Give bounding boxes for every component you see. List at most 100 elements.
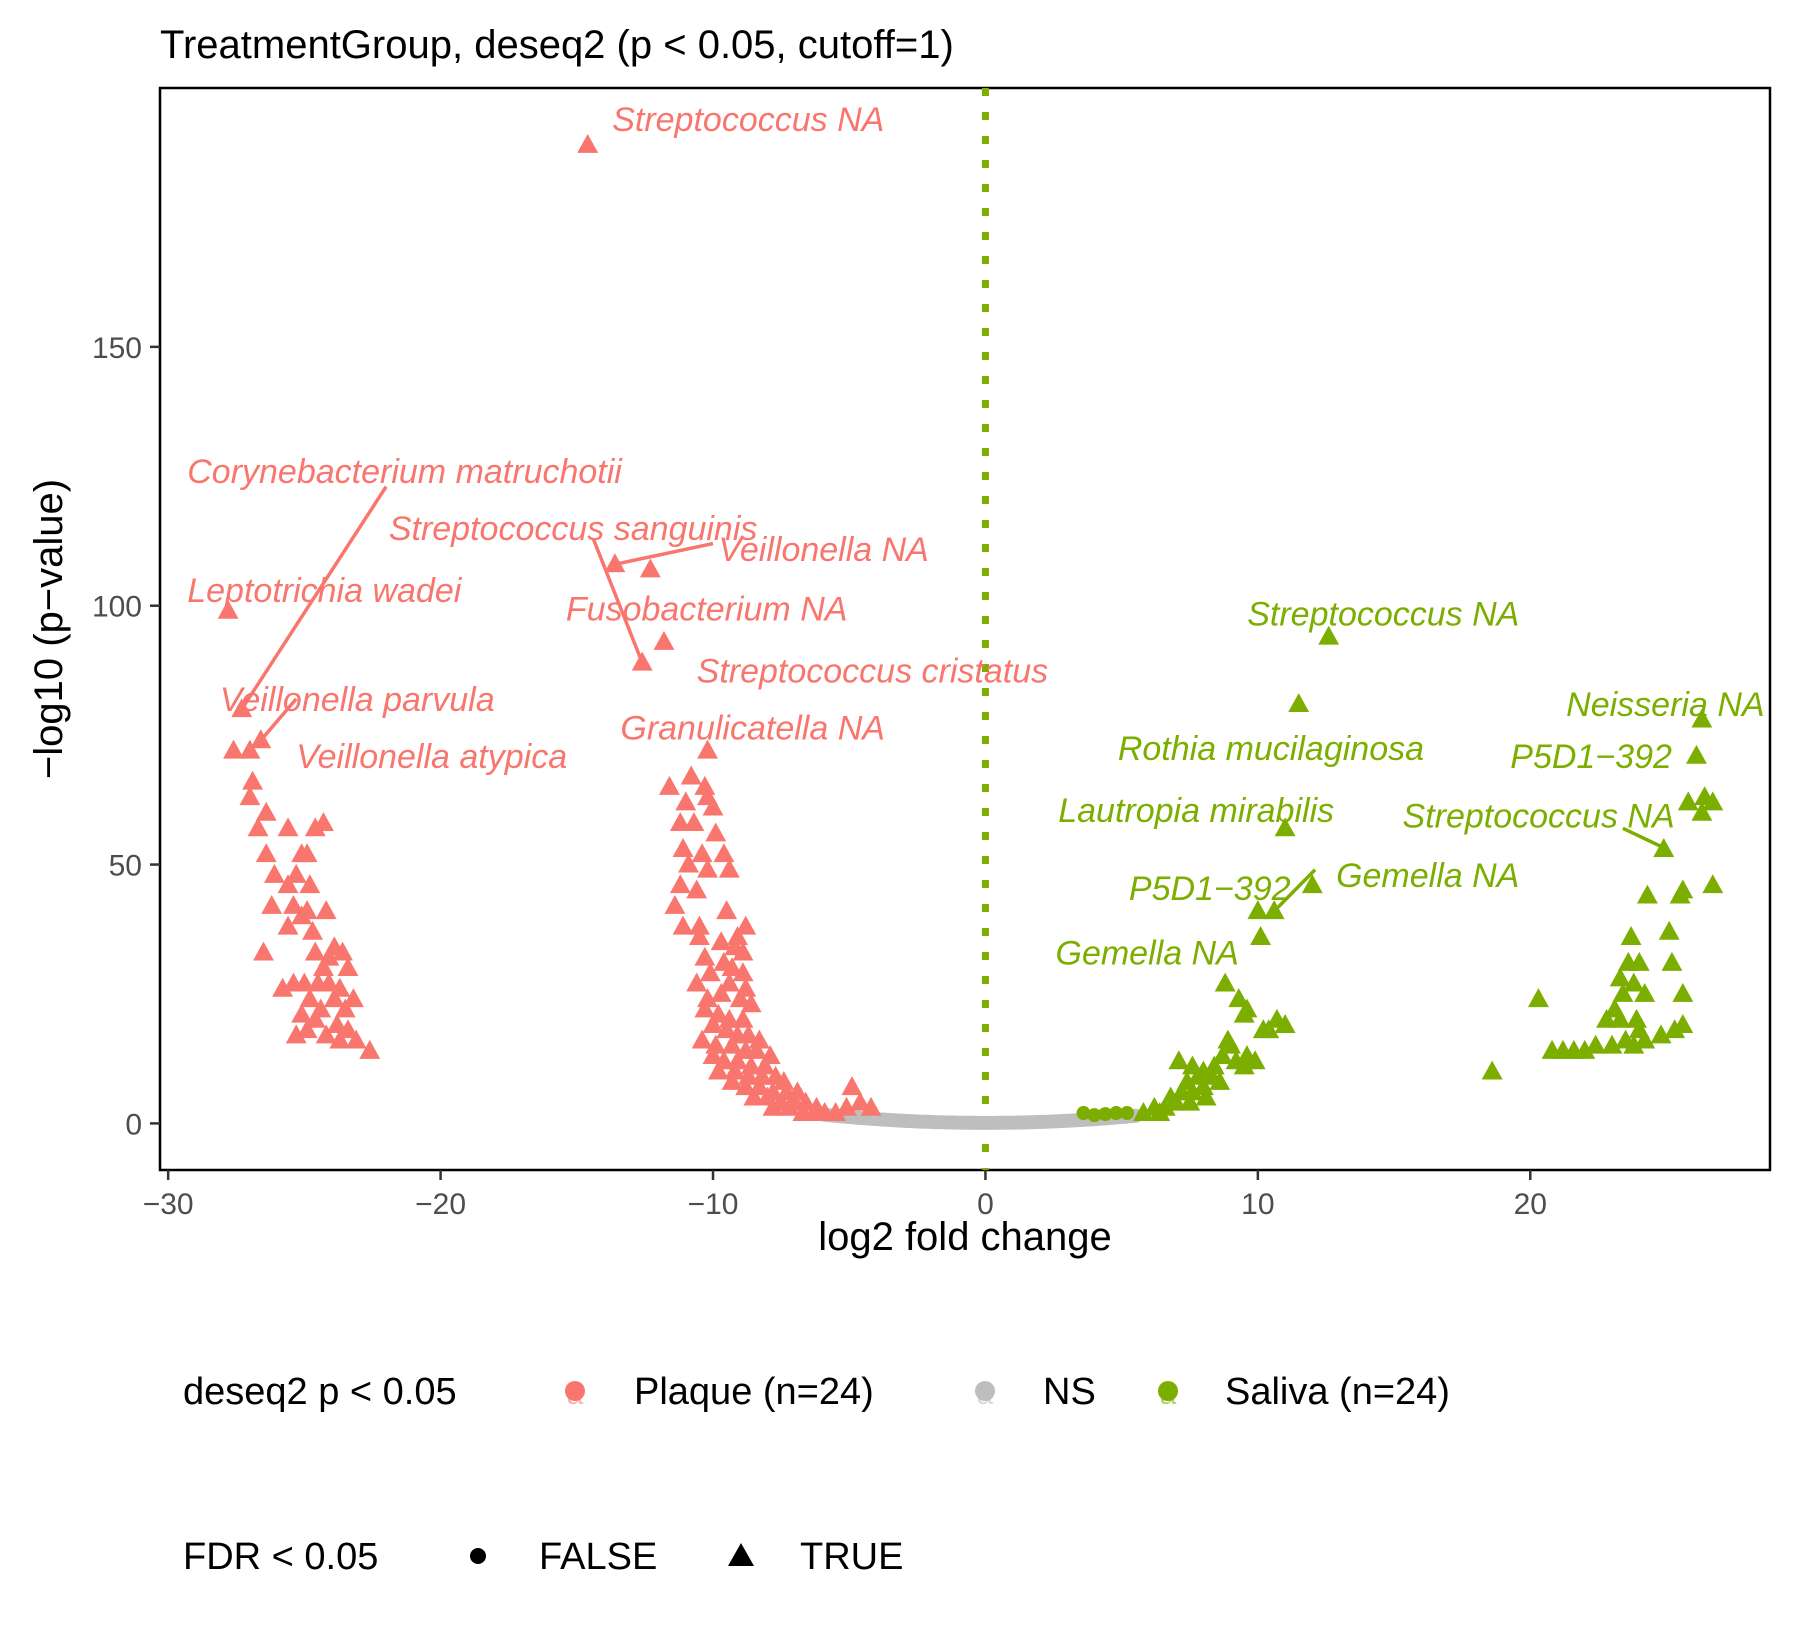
saliva-point <box>1702 791 1724 811</box>
plaque-point <box>732 962 754 982</box>
plaque-point <box>699 962 721 982</box>
plaque-point <box>746 1039 768 1059</box>
plaque-point <box>737 1024 759 1044</box>
saliva-point <box>1087 1108 1102 1123</box>
annotation-leader-line <box>591 537 644 664</box>
plaque-point <box>710 931 732 951</box>
legend-color: deseq2 p < 0.05 a a a Plaque (n=24) NS Sal… <box>183 1371 1450 1413</box>
plaque-point <box>787 1081 808 1101</box>
plaque-point <box>342 988 364 1008</box>
plaque-point <box>291 905 313 925</box>
plaque-point <box>664 894 686 914</box>
legend-shape: FDR < 0.05 FALSE TRUE <box>183 1536 903 1578</box>
legend-color-title: deseq2 p < 0.05 <box>183 1371 457 1413</box>
plaque-point <box>672 915 694 935</box>
saliva-point <box>1664 1019 1686 1039</box>
plaque-point <box>694 946 716 966</box>
x-axis: −30 −20 −10 0 10 20 <box>143 1170 1547 1221</box>
plaque-point <box>740 1055 762 1075</box>
saliva-point <box>1274 817 1296 837</box>
plaque-point <box>697 739 719 759</box>
saliva-point <box>1609 967 1631 987</box>
saliva-point <box>1634 1029 1656 1049</box>
saliva-point <box>1250 926 1272 945</box>
plaque-point <box>694 775 716 795</box>
saliva-point <box>1214 972 1236 992</box>
annotation-label: Streptococcus sanguinis <box>389 510 758 548</box>
annotation-leader-line <box>1272 868 1317 913</box>
plaque-point <box>727 1050 748 1070</box>
annotation-label: Veillonella parvula <box>220 681 495 719</box>
plaque-point <box>721 1070 743 1090</box>
saliva-point <box>1274 1014 1296 1033</box>
annotation-label: Rothia mucilaginosa <box>1118 730 1424 768</box>
plaque-point <box>691 843 713 863</box>
plaque-point <box>688 926 710 945</box>
plaque-point <box>762 1096 784 1116</box>
annotation-label: Corynebacterium matruchotii <box>187 453 623 491</box>
saliva-point <box>1301 874 1323 894</box>
plaque-point <box>724 1060 746 1080</box>
legend-shape-title: FDR < 0.05 <box>183 1536 378 1578</box>
saliva-point <box>1636 884 1658 904</box>
plaque-point <box>686 972 708 992</box>
saliva-point <box>1195 1086 1217 1106</box>
y-tick-label: 150 <box>92 332 142 365</box>
saliva-point <box>1318 625 1340 645</box>
annotation-label: Leptotrichia wadei <box>187 572 463 610</box>
annotation-label: Neisseria NA <box>1566 686 1764 724</box>
plaque-point <box>735 1076 757 1096</box>
plaque-point <box>683 812 705 832</box>
plaque-point <box>737 1065 759 1085</box>
legend-item-false: FALSE <box>539 1536 657 1578</box>
annotation-label: Gemella NA <box>1056 935 1239 973</box>
annotation-label: Fusobacterium NA <box>566 590 848 628</box>
plaque-point <box>680 765 702 785</box>
legend-key-text-glyph: a <box>1160 1378 1177 1411</box>
saliva-point <box>1677 791 1699 811</box>
plaque-point <box>302 920 324 940</box>
saliva-point <box>1165 1091 1187 1111</box>
plaque-point <box>315 1024 337 1044</box>
plaque-point <box>293 972 315 992</box>
saliva-point <box>1288 693 1310 712</box>
plaque-point <box>261 894 283 914</box>
annotation-label: Granulicatella NA <box>620 709 885 747</box>
plaque-point <box>217 599 239 619</box>
legend-key-plaque <box>565 1381 585 1401</box>
saliva-point <box>1691 801 1713 821</box>
saliva-point <box>1220 1034 1242 1054</box>
saliva-point <box>1481 1060 1503 1080</box>
plaque-point <box>345 1029 367 1049</box>
saliva-point <box>1203 1055 1225 1075</box>
saliva-point <box>1623 1034 1645 1054</box>
annotations: Streptococcus NA Corynebacterium matrucho… <box>187 101 1764 973</box>
plaque-point <box>759 1045 781 1065</box>
saliva-point <box>1209 1070 1231 1090</box>
saliva-point <box>1634 982 1656 1002</box>
plaque-point <box>304 1008 326 1028</box>
saliva-point <box>1672 982 1694 1002</box>
saliva-point <box>1702 874 1724 894</box>
plaque-point <box>705 1034 727 1054</box>
plaque-point <box>277 874 299 894</box>
annotation-leader-line <box>614 541 714 566</box>
saliva-point <box>1527 988 1549 1008</box>
saliva-point <box>1585 1034 1607 1054</box>
saliva-point <box>1685 744 1707 764</box>
plaque-point <box>718 972 740 992</box>
plaque-point <box>304 941 326 961</box>
x-tick-label: 20 <box>1514 1188 1547 1221</box>
saliva-point <box>1211 1045 1233 1065</box>
saliva-point <box>1109 1106 1124 1121</box>
plaque-point <box>754 1055 776 1075</box>
saliva-point <box>1672 879 1694 899</box>
plaque-point <box>718 858 740 878</box>
plaque-point <box>255 843 277 863</box>
plaque-point <box>732 1008 754 1028</box>
plaque-point <box>315 900 337 920</box>
saliva-point <box>1168 1050 1190 1070</box>
plaque-point <box>291 1003 313 1023</box>
plaque-point <box>716 1019 738 1039</box>
annotation-leader-line <box>259 697 298 742</box>
